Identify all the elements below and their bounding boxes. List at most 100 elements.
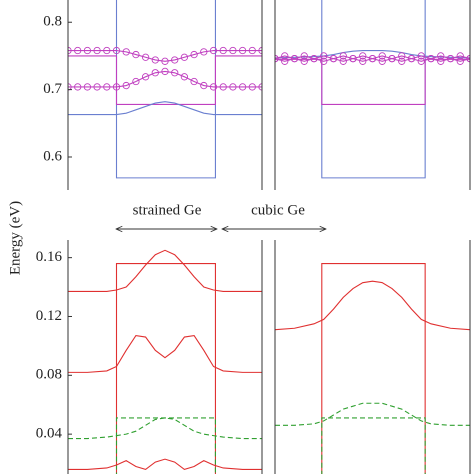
marker [388, 54, 396, 63]
marker [190, 50, 198, 59]
marker [209, 83, 218, 91]
marker [112, 46, 121, 55]
marker [161, 57, 169, 65]
marker [300, 52, 308, 60]
marker [93, 46, 101, 55]
marker [122, 48, 130, 56]
marker [229, 83, 237, 91]
marker [398, 52, 406, 60]
series-line [275, 402, 470, 426]
series-line [321, 262, 426, 474]
region-label: cubic Ge [251, 202, 305, 218]
region-label: strained Ge [133, 202, 202, 218]
marker [437, 57, 445, 65]
marker [74, 46, 82, 55]
marker [83, 46, 92, 55]
y-tick-label: 0.08 [36, 367, 62, 383]
panel [68, 0, 262, 179]
marker [310, 54, 318, 63]
marker [446, 54, 455, 63]
marker [122, 81, 130, 90]
series-line [275, 49, 470, 59]
marker [219, 46, 227, 55]
marker [248, 83, 256, 91]
panel [68, 249, 262, 474]
panel [275, 262, 470, 474]
marker [171, 56, 179, 64]
marker [112, 83, 121, 91]
marker [368, 54, 377, 63]
marker [378, 57, 386, 65]
marker [219, 83, 227, 91]
marker [200, 48, 208, 56]
marker [407, 54, 416, 63]
marker [103, 83, 111, 91]
marker [275, 54, 279, 63]
marker [238, 83, 247, 91]
marker [132, 77, 140, 86]
marker [141, 53, 150, 61]
series-line [115, 262, 216, 474]
marker [320, 52, 328, 60]
marker [103, 46, 111, 55]
y-tick-label: 0.16 [36, 249, 63, 265]
series-line [275, 280, 470, 331]
series-line [68, 55, 262, 105]
series-line [68, 70, 262, 88]
y-axis-label: Energy (eV) [7, 201, 23, 275]
marker [398, 57, 406, 65]
y-tick-label: 0.04 [36, 426, 63, 442]
marker [238, 46, 247, 55]
marker [93, 83, 101, 91]
marker [83, 83, 92, 91]
marker [180, 53, 189, 61]
marker [320, 57, 328, 65]
marker [349, 54, 357, 63]
marker [417, 57, 425, 65]
series-line [68, 335, 262, 373]
y-tick-label: 0.8 [43, 14, 62, 30]
marker [281, 57, 289, 65]
marker [359, 57, 367, 65]
marker [141, 73, 150, 81]
panel [275, 0, 470, 179]
marker [151, 69, 159, 77]
marker [229, 46, 237, 55]
marker [290, 54, 299, 63]
series-line [321, 417, 426, 474]
marker [417, 52, 425, 60]
series-line [321, 0, 426, 179]
y-tick-label: 0.6 [43, 148, 62, 164]
marker [359, 52, 367, 60]
marker [180, 73, 189, 81]
series-line [115, 0, 216, 179]
y-tick-label: 0.7 [43, 81, 62, 97]
marker [248, 46, 256, 55]
marker [378, 52, 386, 60]
y-tick-label: 0.12 [36, 308, 62, 324]
marker [200, 81, 208, 90]
series-line [68, 249, 262, 293]
series-line [68, 458, 262, 471]
marker [339, 57, 347, 65]
marker [190, 77, 198, 86]
marker [456, 52, 464, 60]
marker [300, 57, 308, 65]
marker [339, 52, 347, 60]
marker [427, 54, 435, 63]
marker [329, 54, 338, 63]
series-line [275, 58, 470, 105]
series-line [68, 101, 262, 116]
marker [437, 52, 445, 60]
marker [151, 56, 159, 64]
marker [456, 57, 464, 65]
marker [132, 50, 140, 59]
marker [74, 83, 82, 91]
marker [209, 46, 218, 55]
marker [171, 69, 179, 77]
marker [161, 67, 169, 76]
marker [281, 52, 289, 60]
series-line [115, 417, 216, 474]
series-line [68, 417, 262, 440]
